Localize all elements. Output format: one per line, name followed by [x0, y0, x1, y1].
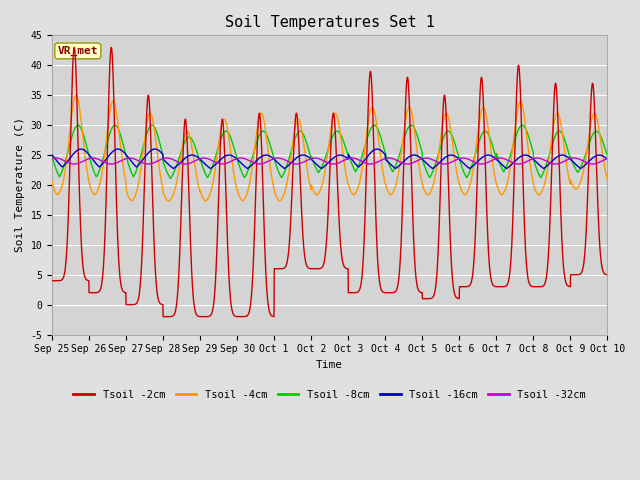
- Text: VR_met: VR_met: [58, 46, 98, 56]
- X-axis label: Time: Time: [316, 360, 343, 370]
- Y-axis label: Soil Temperature (C): Soil Temperature (C): [15, 118, 25, 252]
- Legend: Tsoil -2cm, Tsoil -4cm, Tsoil -8cm, Tsoil -16cm, Tsoil -32cm: Tsoil -2cm, Tsoil -4cm, Tsoil -8cm, Tsoi…: [69, 386, 590, 404]
- Title: Soil Temperatures Set 1: Soil Temperatures Set 1: [225, 15, 435, 30]
